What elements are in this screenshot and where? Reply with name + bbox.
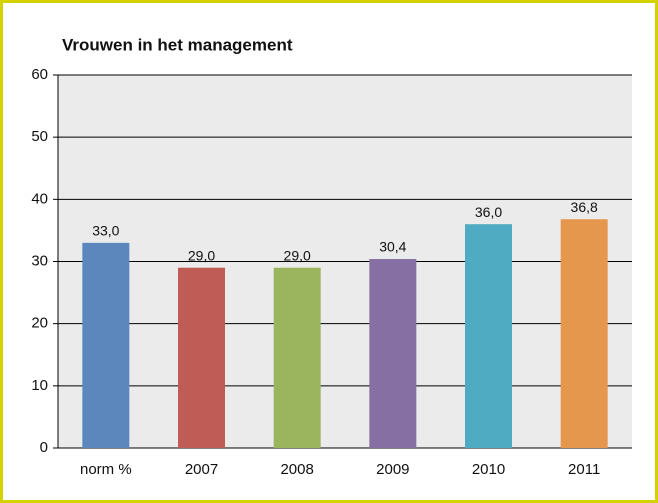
value-label: 29,0 bbox=[284, 247, 311, 263]
bar bbox=[369, 259, 417, 448]
x-tick-label: 2009 bbox=[376, 461, 409, 478]
x-tick-label: 2008 bbox=[280, 461, 313, 478]
x-tick-label: 2011 bbox=[568, 461, 600, 478]
bar bbox=[82, 242, 130, 448]
y-tick-label: 20 bbox=[31, 315, 48, 332]
value-label: 33,0 bbox=[92, 223, 119, 239]
y-tick-label: 60 bbox=[31, 66, 48, 83]
bar bbox=[560, 219, 608, 448]
x-tick-label: 2010 bbox=[472, 461, 505, 478]
y-tick-label: 50 bbox=[31, 128, 48, 145]
bar bbox=[465, 224, 512, 448]
x-tick-label: 2007 bbox=[185, 461, 218, 478]
y-tick-label: 40 bbox=[31, 190, 48, 207]
y-tick-label: 30 bbox=[31, 252, 48, 269]
y-tick-label: 0 bbox=[40, 439, 48, 456]
value-label: 29,0 bbox=[188, 247, 215, 263]
y-tick-label: 10 bbox=[31, 377, 48, 394]
chart-title: Vrouwen in het management bbox=[62, 35, 293, 54]
bar bbox=[273, 267, 321, 448]
value-label: 30,4 bbox=[379, 239, 406, 255]
value-label: 36,0 bbox=[475, 204, 502, 220]
value-label: 36,8 bbox=[571, 199, 598, 215]
x-tick-label: norm % bbox=[80, 461, 132, 478]
bar bbox=[178, 267, 225, 448]
